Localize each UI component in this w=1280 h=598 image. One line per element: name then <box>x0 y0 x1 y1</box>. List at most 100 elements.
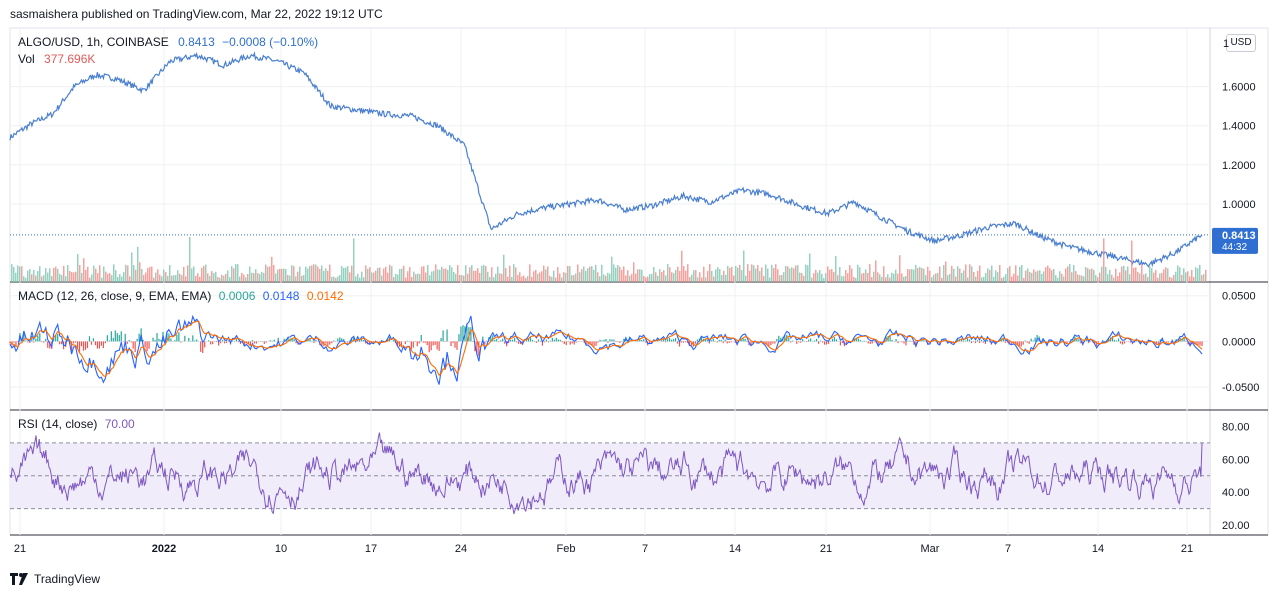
volume-bar <box>779 275 781 282</box>
macd-histogram-bar <box>359 341 361 343</box>
volume-bar <box>197 273 199 282</box>
volume-bar <box>763 275 765 282</box>
volume-bar <box>709 264 711 282</box>
volume-bar <box>825 273 827 282</box>
volume-bar <box>43 275 45 282</box>
vol-label[interactable]: Vol <box>18 52 35 66</box>
volume-bar <box>353 238 355 282</box>
macd-histogram-bar <box>482 336 484 342</box>
macd-histogram-bar <box>271 340 273 342</box>
volume-bar <box>687 264 689 282</box>
macd-histogram-bar <box>867 341 869 344</box>
macd-histogram-bar <box>814 340 816 342</box>
macd-histogram-bar <box>237 341 240 343</box>
footer-brand[interactable]: TradingView <box>34 572 101 586</box>
macd-histogram-bar <box>923 340 925 342</box>
macd-histogram-bar <box>1028 341 1030 344</box>
macd-histogram-bar <box>484 341 486 345</box>
macd-histogram-bar <box>1002 337 1004 342</box>
volume-bar <box>219 277 221 282</box>
macd-histogram-bar <box>148 341 150 349</box>
volume-bar <box>653 267 655 282</box>
volume-bar <box>691 274 693 282</box>
currency-button[interactable]: USD <box>1226 34 1256 52</box>
volume-bar <box>969 264 971 282</box>
volume-bar <box>203 265 205 282</box>
macd-histogram-bar <box>863 340 865 342</box>
volume-bar <box>781 274 783 282</box>
time-tick-label: Mar <box>921 543 940 555</box>
volume-bar <box>1031 272 1033 282</box>
volume-bar <box>761 267 763 282</box>
volume-bar <box>971 266 973 282</box>
volume-bar <box>613 264 615 282</box>
macd-histogram-bar <box>593 341 595 347</box>
volume-bar <box>19 266 21 282</box>
volume-bar <box>831 268 833 282</box>
volume-bar <box>837 275 839 282</box>
macd-histogram-bar <box>1086 338 1088 342</box>
volume-bar <box>897 273 899 282</box>
macd-label[interactable]: MACD (12, 26, close, 9, EMA, EMA) <box>18 289 212 303</box>
volume-bar <box>251 272 253 282</box>
volume-bar <box>1111 274 1113 282</box>
macd-histogram-bar <box>361 339 363 342</box>
volume-bar <box>729 268 731 282</box>
volume-bar <box>391 266 393 282</box>
macd-histogram-bar <box>718 339 720 342</box>
macd-histogram-bar <box>889 335 891 342</box>
volume-bar <box>479 272 481 282</box>
volume-bar <box>1041 273 1043 282</box>
macd-histogram-bar <box>808 339 810 342</box>
volume-bar <box>1201 275 1203 282</box>
macd-histogram-bar <box>535 341 538 343</box>
rsi-value: 70.00 <box>104 417 135 431</box>
volume-bar <box>99 265 101 282</box>
volume-bar <box>413 271 415 282</box>
macd-histogram-bar <box>156 333 158 342</box>
volume-bar <box>1115 268 1117 282</box>
volume-bar <box>575 273 577 282</box>
macd-histogram-bar <box>432 341 434 346</box>
macd-histogram-bar <box>72 341 75 344</box>
volume-bar <box>1117 275 1119 282</box>
price-tick-label: 1.4000 <box>1222 121 1256 133</box>
macd-legend: MACD (12, 26, close, 9, EMA, EMA) 0.0006… <box>18 289 344 303</box>
volume-bar <box>363 277 365 282</box>
volume-bar <box>167 275 169 282</box>
macd-tick-label: 0.0500 <box>1222 291 1256 303</box>
volume-bar <box>307 268 309 282</box>
volume-bar <box>667 264 669 282</box>
volume-bar <box>583 266 585 282</box>
volume-bar <box>635 273 637 282</box>
volume-bar <box>1099 272 1101 282</box>
volume-bar <box>205 264 207 282</box>
volume-bar <box>139 262 141 282</box>
volume-bar <box>877 272 879 282</box>
macd-histogram-bar <box>1036 335 1038 342</box>
macd-histogram-bar <box>315 339 317 342</box>
macd-histogram-bar <box>553 339 555 342</box>
volume-bar <box>531 276 533 282</box>
macd-histogram-bar <box>1135 340 1138 342</box>
volume-bar <box>225 273 227 282</box>
volume-bar <box>91 274 93 282</box>
macd-histogram-bar <box>806 341 808 343</box>
symbol-label[interactable]: ALGO/USD, 1h, COINBASE <box>18 35 169 49</box>
macd-histogram-bar <box>49 341 51 349</box>
volume-bar <box>465 265 467 282</box>
volume-bar <box>717 267 719 282</box>
time-tick-label: 17 <box>365 543 377 555</box>
rsi-label[interactable]: RSI (14, close) <box>18 417 98 431</box>
volume-bar <box>429 275 431 282</box>
volume-bar <box>27 270 29 282</box>
volume-bar <box>545 269 547 282</box>
volume-bar <box>625 275 627 282</box>
macd-histogram-bar <box>1004 341 1006 343</box>
volume-bar <box>521 276 523 282</box>
volume-bar <box>379 267 381 282</box>
volume-bar <box>1097 277 1099 282</box>
volume-bar <box>631 274 633 282</box>
macd-histogram-bar <box>174 340 176 342</box>
